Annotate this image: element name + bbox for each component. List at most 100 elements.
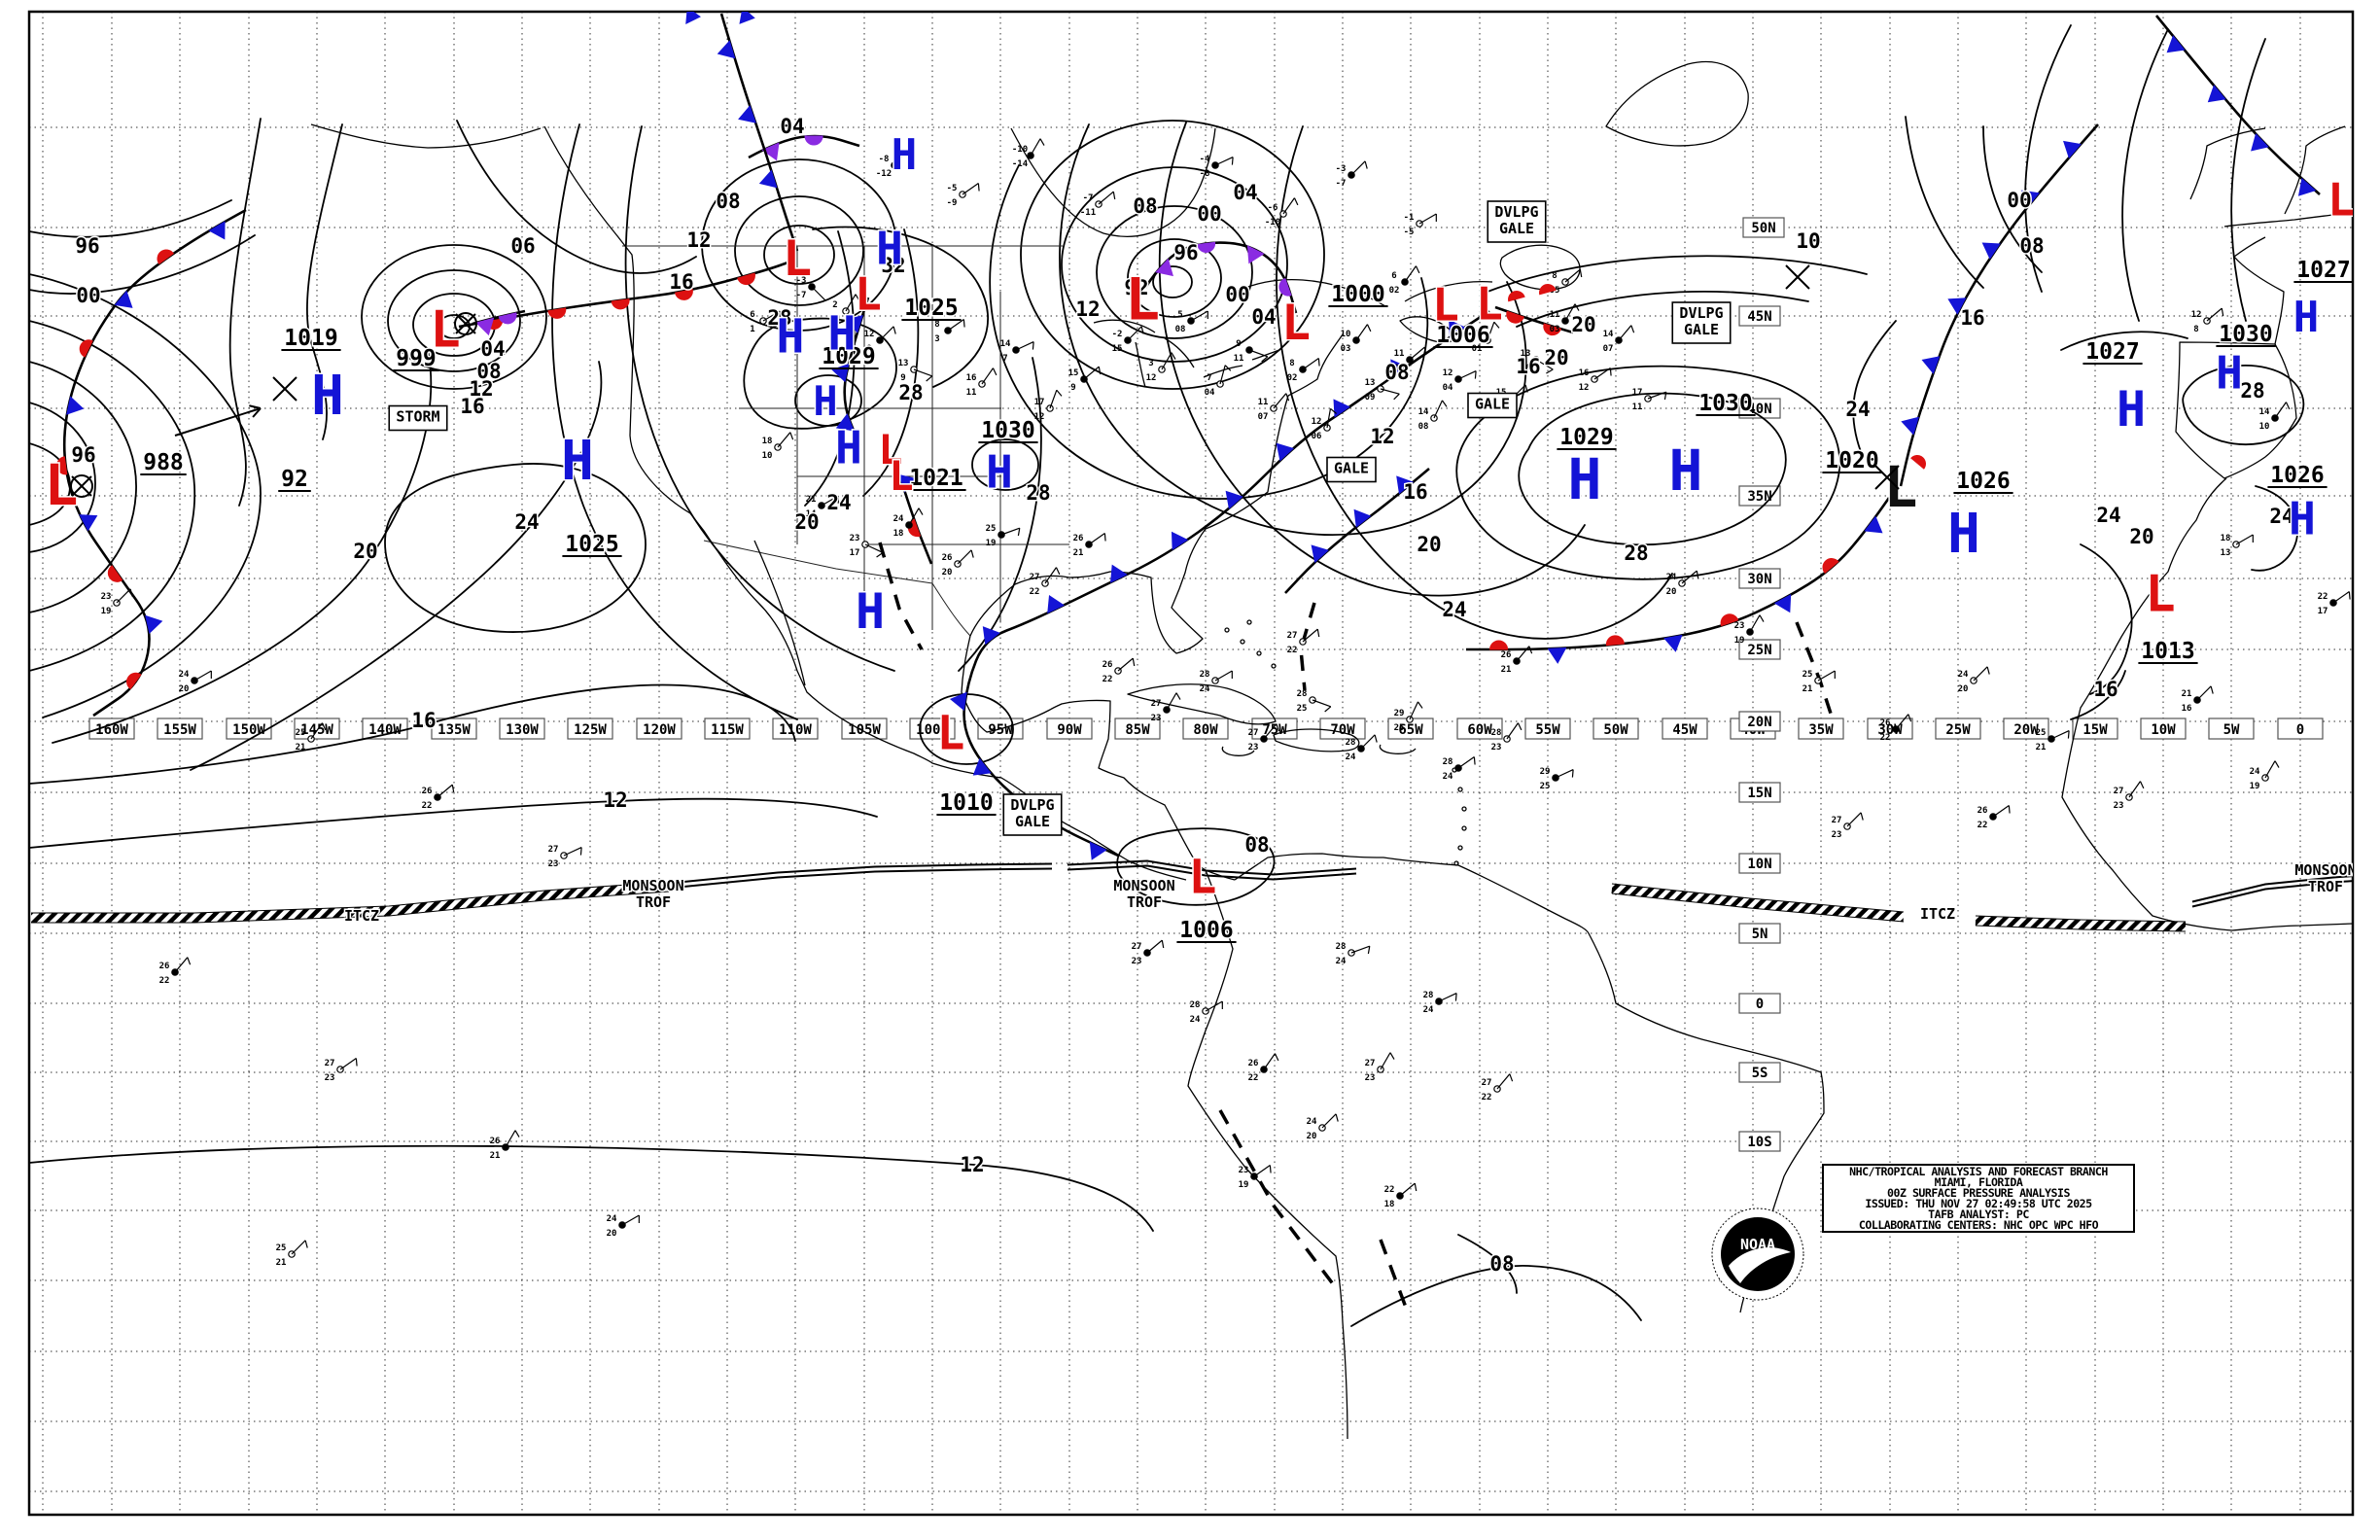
noaa-seagull-icon	[1729, 1247, 1791, 1283]
high-pressure-center: H	[892, 130, 918, 180]
longitude-label: 90W	[1057, 722, 1082, 738]
wind-barb-icon	[1564, 268, 1581, 283]
wind-barb-tick	[1056, 389, 1063, 397]
noaa-logo: NOAA	[1711, 1208, 1804, 1301]
wind-barb-tick	[1630, 325, 1635, 333]
station-dewpoint: -11	[1080, 208, 1096, 218]
station-temp: 12	[1312, 417, 1322, 427]
wind-barb-tick	[1441, 400, 1448, 407]
low-pressure-center: L	[1125, 266, 1160, 334]
station-plot: 21 16	[2182, 685, 2214, 714]
cold-front-triangle-icon	[1547, 647, 1567, 664]
station-temp: 12	[864, 330, 875, 339]
station-temp: 27	[1030, 573, 1040, 582]
latitude-label: 5S	[1752, 1066, 1768, 1081]
low-pressure-center: L	[1281, 295, 1311, 351]
station-temp: 2	[832, 300, 837, 310]
wind-barb-icon	[1409, 701, 1418, 720]
wind-barb-icon	[1302, 628, 1318, 643]
pressure-value-label: 1020	[1825, 448, 1878, 473]
station-dewpoint: -4	[830, 315, 841, 325]
station-plot: 12 06	[1312, 407, 1337, 441]
station-temp: -10	[1012, 145, 1028, 155]
station-plot: 12 8	[2191, 307, 2224, 334]
station-plot: 8 02	[1287, 358, 1320, 383]
info-centers: COLLABORATING CENTERS: NHC OPC WPC HFO	[1858, 1217, 2099, 1232]
isobar-label: 12	[1370, 425, 1394, 448]
isobar-label: 08	[1244, 833, 1269, 857]
longitude-label: 0	[2296, 722, 2304, 738]
itcz-band	[1611, 884, 1905, 922]
pressure-value-label: 1030	[2219, 322, 2272, 347]
trough-line	[1379, 1239, 1410, 1313]
cold-front-triangle-icon	[1311, 544, 1329, 564]
wind-barb-icon	[1146, 939, 1163, 954]
occluded-front-line	[1143, 241, 1298, 314]
station-dewpoint: 1	[750, 325, 754, 334]
station-plot: 25 19	[986, 524, 1021, 548]
station-plot: 7 04	[1205, 365, 1232, 398]
station-dewpoint: 24	[1346, 752, 1356, 762]
wind-barb-tick	[451, 785, 455, 793]
wind-barb-icon	[762, 310, 781, 322]
isobar-label: 16	[1403, 480, 1427, 504]
station-temp: 24	[1666, 573, 1677, 582]
warm-front-semicircle-icon	[1489, 640, 1509, 650]
cold-front-triangle-icon	[1110, 564, 1128, 583]
cold-front-line	[962, 309, 1490, 858]
station-plot: 28 24	[1336, 942, 1371, 966]
wind-barb-tick	[1364, 160, 1368, 169]
station-dewpoint: 12	[1579, 383, 1590, 393]
station-temp: 27	[1832, 816, 1842, 825]
station-dewpoint: 21	[1501, 665, 1512, 675]
station-temp: 17	[1034, 398, 1045, 407]
station-plot: 26 22	[1978, 805, 2011, 830]
station-plot: 28 24	[1423, 991, 1457, 1015]
low-pressure-center: L	[937, 706, 965, 760]
isobar-label: 12	[603, 788, 627, 812]
pressure-value-label: 1030	[981, 418, 1034, 443]
wind-barb-icon	[1973, 666, 1988, 682]
station-temp: -8	[879, 155, 890, 164]
wind-barb-tick	[2285, 402, 2291, 410]
monsoon-trough-line	[678, 862, 1053, 884]
cold-front-triangle-icon	[1276, 442, 1295, 462]
station-temp: 27	[1365, 1059, 1376, 1068]
station-plot: 24 20	[1307, 1113, 1339, 1141]
wind-barb-icon	[2196, 685, 2212, 701]
station-dewpoint: 18	[893, 529, 904, 539]
wind-barb-icon	[1564, 303, 1576, 322]
warm-front-semicircle-icon	[737, 272, 755, 286]
wind-barb-icon	[1312, 699, 1331, 708]
high-pressure-center: H	[561, 430, 594, 493]
wind-barb-tick	[304, 1240, 308, 1248]
wind-barb-tick	[1571, 769, 1574, 778]
station-temp: 18	[762, 437, 773, 446]
isobar-label: 16	[460, 395, 484, 418]
station-plot: 28 24	[1190, 1000, 1223, 1025]
station-temp: 27	[1287, 631, 1298, 641]
cold-front-triangle-icon	[114, 290, 133, 308]
wind-barb-tick	[1317, 358, 1320, 367]
station-temp: 27	[1151, 699, 1162, 709]
wind-barb-icon	[864, 543, 884, 553]
cold-front-triangle-icon	[1390, 359, 1408, 378]
wind-barb-tick	[1574, 303, 1580, 311]
wind-barb-icon	[1219, 365, 1226, 385]
latitude-label-box	[1738, 639, 1781, 660]
wind-barb-icon	[2128, 781, 2141, 798]
latitude-label-box	[1738, 853, 1781, 874]
isobar-value-labels: 9600060408121696202416122024283228281204…	[70, 114, 2353, 1278]
cold-front-line	[719, 13, 799, 252]
warning-label-text: GALE	[1499, 220, 1534, 237]
cold-front-triangle-icon	[972, 757, 992, 776]
warning-label-box	[1671, 301, 1732, 344]
latitude-label-box	[1738, 305, 1781, 327]
station-temp: 13	[898, 359, 909, 368]
station-temp: 21	[2182, 689, 2192, 699]
station-dewpoint: 22	[422, 801, 433, 811]
itcz-band	[31, 882, 670, 923]
station-temp: 24	[607, 1214, 617, 1224]
